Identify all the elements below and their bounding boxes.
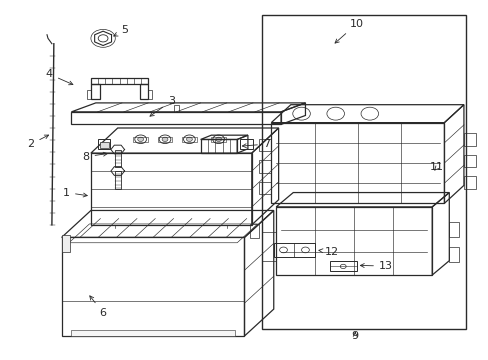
Bar [133, 137, 148, 142]
Text: 3: 3 [150, 96, 175, 116]
Text: 8: 8 [82, 152, 107, 162]
Bar [271, 123, 444, 203]
Circle shape [215, 137, 221, 141]
Bar [448, 222, 458, 237]
Bar [463, 176, 475, 189]
Bar [71, 112, 281, 125]
Text: 5: 5 [114, 26, 128, 36]
Bar [61, 234, 70, 252]
Bar [250, 224, 259, 238]
Bar [463, 155, 475, 167]
Circle shape [98, 35, 108, 42]
Bar [115, 149, 121, 167]
Circle shape [138, 137, 143, 141]
Bar [261, 232, 276, 261]
Text: 1: 1 [63, 188, 87, 198]
Bar [140, 84, 148, 99]
Text: 12: 12 [318, 247, 339, 257]
Bar [276, 207, 431, 275]
Bar [261, 15, 466, 329]
Text: 10: 10 [334, 19, 363, 43]
Bar [329, 261, 356, 271]
Bar [91, 78, 148, 84]
Bar [87, 90, 91, 99]
Bar [200, 139, 237, 153]
Bar [173, 105, 178, 112]
Bar [448, 247, 458, 262]
Circle shape [186, 137, 192, 141]
Bar [259, 160, 271, 173]
Bar [182, 137, 196, 142]
Bar [100, 142, 109, 148]
Bar [259, 182, 271, 194]
Bar [259, 139, 271, 151]
Bar [98, 139, 110, 149]
Bar [240, 139, 252, 149]
Circle shape [162, 137, 167, 141]
Text: 7: 7 [242, 139, 269, 149]
Text: 2: 2 [27, 135, 48, 149]
Bar [463, 134, 475, 146]
Bar [71, 329, 234, 336]
Bar [91, 84, 100, 99]
Text: 4: 4 [46, 69, 73, 85]
Bar [158, 137, 172, 142]
Bar [211, 137, 225, 142]
Bar [273, 243, 315, 257]
Text: 9: 9 [351, 331, 358, 341]
Bar [91, 153, 251, 225]
Text: 11: 11 [429, 162, 443, 172]
Bar [115, 171, 121, 189]
Text: 6: 6 [90, 296, 106, 318]
Bar [61, 237, 244, 336]
Text: 13: 13 [360, 261, 392, 271]
Bar [148, 90, 152, 99]
